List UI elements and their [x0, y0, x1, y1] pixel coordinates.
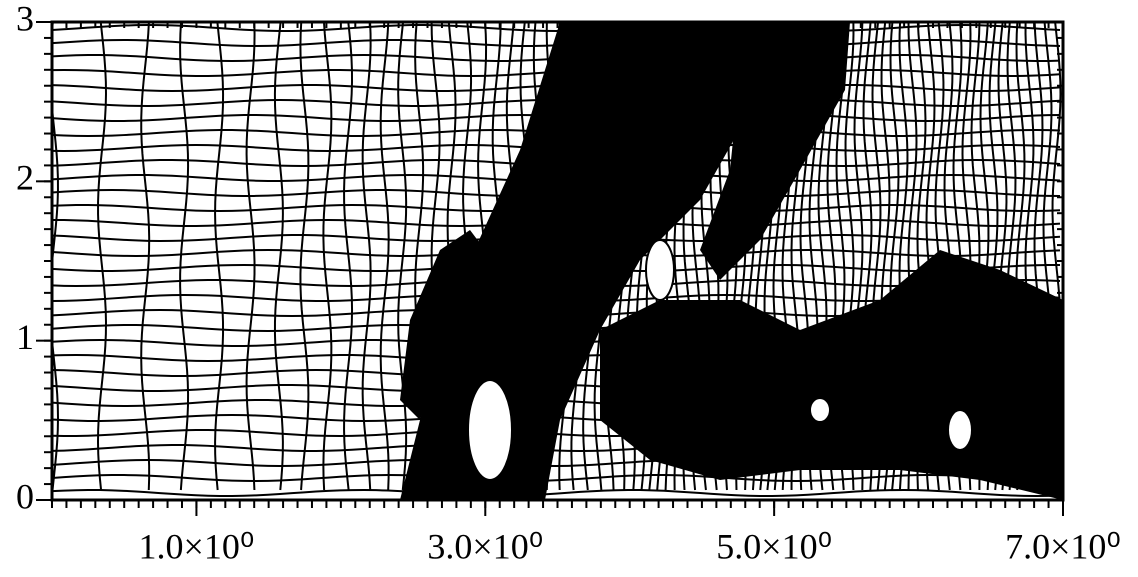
mesh-hole: [646, 240, 674, 300]
mesh-hole: [468, 380, 512, 480]
y-tick-label: 0: [16, 476, 34, 516]
mesh-hole: [810, 398, 830, 422]
y-tick-label: 1: [16, 317, 34, 357]
x-tick-label: 1.0×10⁰: [139, 526, 255, 566]
mesh-line: [52, 490, 1060, 496]
mesh-line: [275, 22, 283, 490]
x-tick-label: 7.0×10⁰: [1005, 526, 1121, 566]
chart: 1.0×10⁰ 3.0×10⁰ 5.0×10⁰ 7.0×10⁰ 0 1 2 3: [0, 0, 1138, 577]
mesh-hole: [948, 410, 972, 450]
y-tick-label: 2: [16, 158, 34, 198]
page: 1.0×10⁰3.0×10⁰5.0×10⁰7.0×10⁰0123 (() => …: [0, 0, 1138, 577]
mesh-line: [247, 22, 255, 490]
mesh-line: [180, 22, 188, 490]
mesh: [50, 22, 1063, 500]
mesh-line: [300, 22, 308, 490]
x-tick-label: 3.0×10⁰: [427, 526, 543, 566]
x-tick-label: 5.0×10⁰: [716, 526, 832, 566]
y-tick-label: 3: [16, 0, 34, 38]
mesh-line: [215, 22, 223, 490]
